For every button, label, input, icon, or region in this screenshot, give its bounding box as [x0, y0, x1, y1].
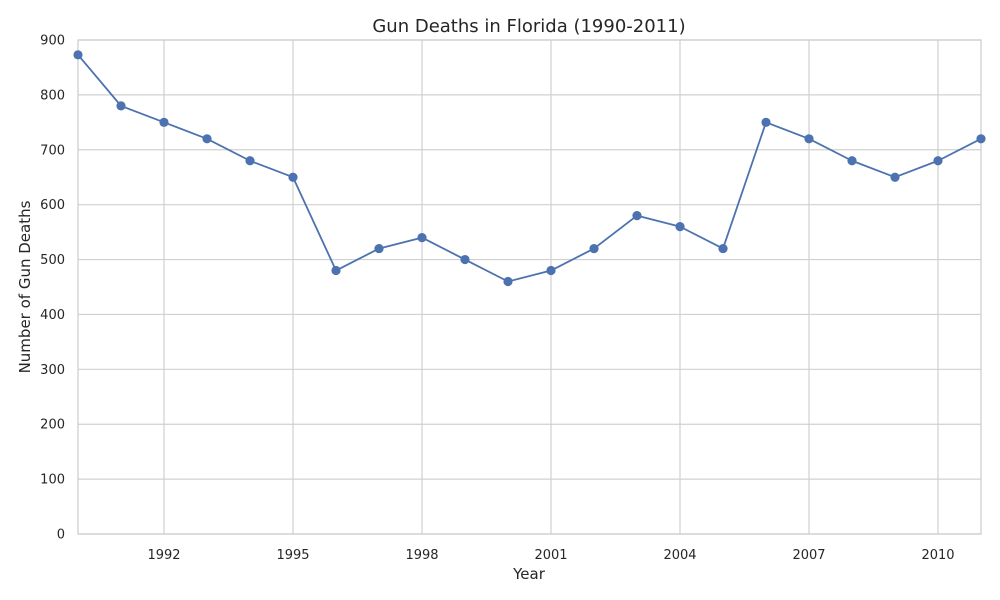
x-tick-label: 1992 — [147, 548, 180, 563]
y-axis-title: Number of Gun Deaths — [16, 200, 34, 373]
x-tick-label: 1998 — [405, 548, 438, 563]
data-point — [202, 134, 212, 144]
y-tick-label: 300 — [40, 363, 65, 378]
data-point — [116, 101, 126, 111]
x-tick-label: 1995 — [276, 548, 309, 563]
data-point — [718, 243, 728, 254]
data-point — [632, 211, 642, 221]
series-line — [77, 54, 982, 283]
data-point — [374, 243, 384, 254]
data-point — [546, 265, 556, 276]
data-point — [933, 156, 943, 166]
data-point — [761, 117, 771, 127]
y-tick-label: 700 — [40, 143, 65, 158]
y-tick-label: 100 — [40, 473, 65, 488]
data-point — [159, 117, 169, 127]
data-point — [460, 254, 470, 265]
data-point — [890, 172, 900, 182]
data-point — [675, 222, 685, 232]
x-tick-label: 2001 — [534, 548, 567, 563]
y-tick-label: 500 — [40, 253, 65, 268]
chart-title: Gun Deaths in Florida (1990-2011) — [372, 16, 685, 37]
data-point — [245, 156, 255, 166]
data-point — [804, 134, 814, 144]
y-tick-label: 200 — [40, 418, 65, 433]
data-point — [331, 265, 341, 276]
data-point — [73, 50, 83, 60]
y-tick-label: 800 — [40, 88, 65, 103]
series-layer — [73, 50, 986, 287]
data-point — [503, 276, 513, 287]
x-tick-label: 2007 — [792, 548, 825, 563]
y-tick-label: 900 — [40, 34, 65, 49]
data-point — [417, 233, 427, 243]
y-tick-label: 0 — [57, 528, 65, 543]
x-axis-title: Year — [512, 565, 546, 583]
x-tick-label: 2004 — [663, 548, 696, 563]
y-tick-label: 600 — [40, 198, 65, 213]
plot-frame — [77, 39, 982, 535]
y-tick-label: 400 — [40, 308, 65, 323]
x-tick-label: 2010 — [921, 548, 954, 563]
tick-labels: 0 100 200 300 400 500 600 700 800 900 1992 1995 1998… — [40, 34, 954, 564]
grid-layer — [78, 39, 981, 535]
data-point — [847, 156, 857, 166]
data-point — [976, 134, 986, 144]
data-point — [589, 243, 599, 254]
data-point — [288, 172, 298, 182]
